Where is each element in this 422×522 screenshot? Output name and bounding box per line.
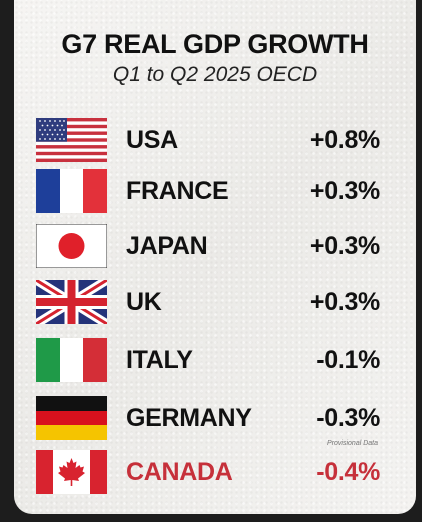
- chart-title: G7 REAL GDP GROWTH: [61, 29, 369, 59]
- country-name: UK: [126, 288, 162, 316]
- country-row-germany: GERMANY -0.3%: [14, 396, 416, 440]
- growth-value: -0.1%: [316, 346, 380, 374]
- us-flag-icon: [36, 118, 107, 162]
- country-row-uk: UK +0.3%: [14, 280, 416, 324]
- country-name: JAPAN: [126, 232, 208, 260]
- japan-flag-icon: [36, 224, 107, 268]
- uk-flag-icon: [36, 280, 107, 324]
- country-row-france: FRANCE +0.3%: [14, 169, 416, 213]
- country-row-usa: USA +0.8%: [14, 118, 416, 162]
- growth-value: +0.3%: [309, 232, 380, 260]
- growth-value: +0.3%: [309, 177, 380, 205]
- chart-subtitle: Q1 to Q2 2025 OECD: [112, 63, 318, 86]
- country-row-japan: JAPAN +0.3%: [14, 224, 416, 268]
- country-row-italy: ITALY -0.1%: [14, 338, 416, 382]
- growth-value: +0.3%: [309, 288, 380, 316]
- growth-value: -0.3%: [316, 404, 380, 432]
- germany-flag-icon: [36, 396, 107, 440]
- france-flag-icon: [36, 169, 107, 213]
- infographic-card: G7 REAL GDP GROWTH Q1 to Q2 2025 OECD: [14, 0, 416, 514]
- country-name: CANADA: [126, 458, 233, 486]
- growth-value: +0.8%: [309, 126, 380, 154]
- provisional-note: Provisional Data: [327, 440, 378, 447]
- country-name: USA: [126, 126, 178, 154]
- country-name: FRANCE: [126, 177, 229, 205]
- canada-flag-icon: [36, 450, 107, 494]
- country-name: GERMANY: [126, 404, 252, 432]
- growth-value: -0.4%: [316, 458, 380, 486]
- italy-flag-icon: [36, 338, 107, 382]
- country-name: ITALY: [126, 346, 193, 374]
- country-row-canada: CANADA -0.4%: [14, 450, 416, 494]
